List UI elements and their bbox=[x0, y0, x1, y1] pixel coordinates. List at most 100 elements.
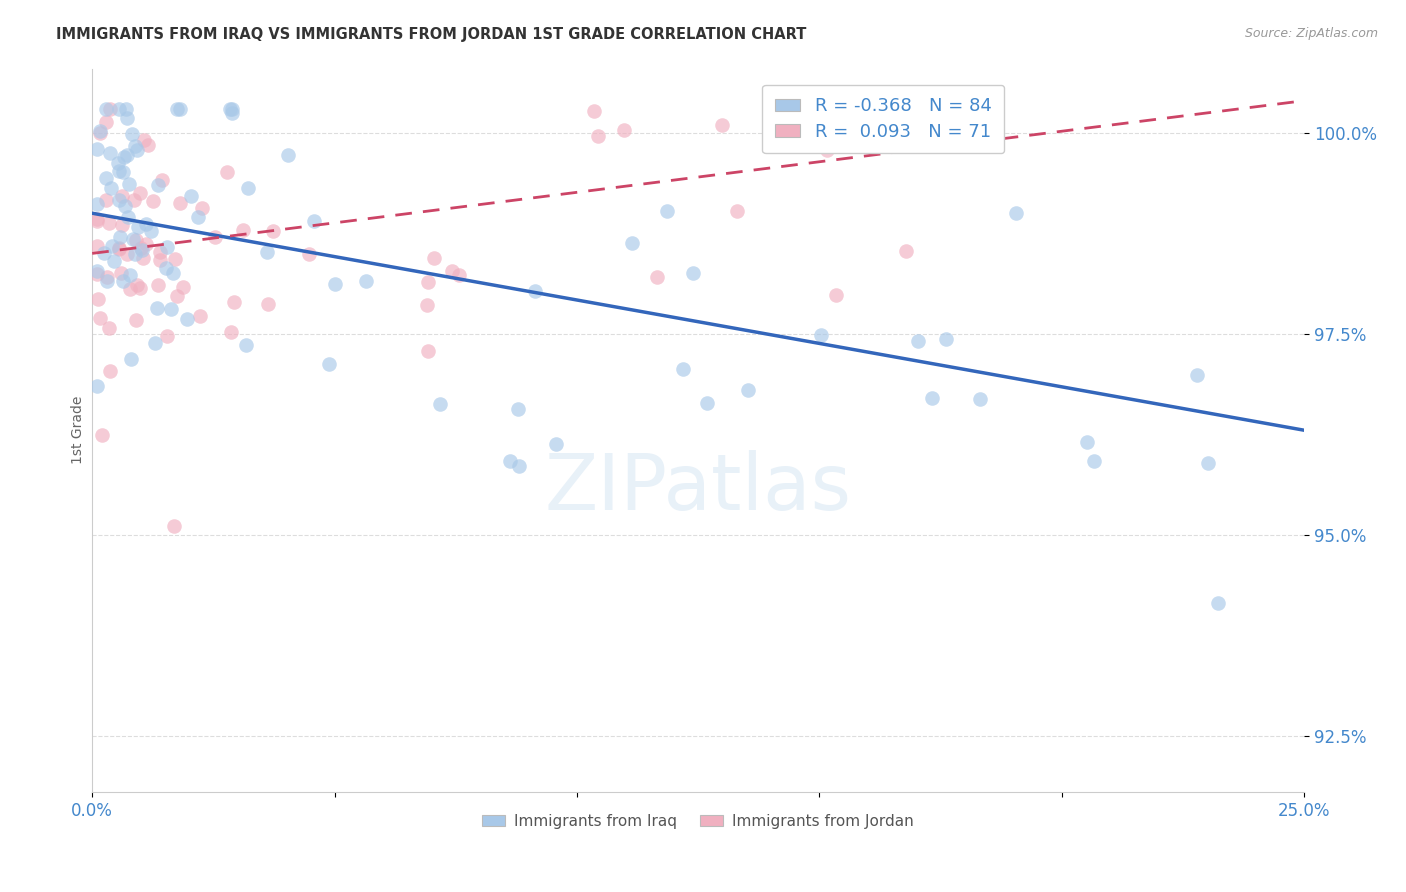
Point bbox=[256, 244, 278, 259]
Point bbox=[91, 427, 114, 442]
Point bbox=[121, 232, 143, 246]
Point bbox=[124, 138, 146, 153]
Point bbox=[107, 102, 129, 116]
Point bbox=[111, 189, 134, 203]
Point bbox=[86, 293, 108, 307]
Point bbox=[298, 247, 321, 261]
Point bbox=[98, 146, 121, 161]
Point bbox=[129, 186, 152, 200]
Point bbox=[149, 252, 172, 267]
Point bbox=[187, 210, 209, 224]
Point bbox=[418, 343, 440, 358]
Point bbox=[710, 118, 733, 132]
Point bbox=[190, 201, 212, 215]
Point bbox=[114, 199, 136, 213]
Point bbox=[219, 102, 242, 116]
Point bbox=[94, 170, 117, 185]
Point bbox=[235, 337, 257, 351]
Point bbox=[163, 519, 186, 533]
Point bbox=[166, 288, 188, 302]
Point bbox=[131, 251, 153, 265]
Point bbox=[108, 194, 131, 208]
Point bbox=[1004, 206, 1026, 220]
Point bbox=[125, 278, 148, 293]
Point bbox=[86, 378, 108, 392]
Point bbox=[544, 437, 567, 451]
Point bbox=[107, 156, 129, 170]
Point bbox=[935, 332, 957, 346]
Point bbox=[125, 313, 148, 327]
Legend: Immigrants from Iraq, Immigrants from Jordan: Immigrants from Iraq, Immigrants from Jo… bbox=[477, 808, 921, 835]
Point bbox=[100, 180, 122, 194]
Point bbox=[94, 102, 117, 116]
Point bbox=[98, 102, 121, 116]
Point bbox=[121, 127, 143, 141]
Point bbox=[96, 274, 118, 288]
Point bbox=[125, 234, 148, 248]
Point bbox=[115, 148, 138, 162]
Point bbox=[149, 244, 172, 259]
Point bbox=[156, 240, 179, 254]
Point bbox=[1197, 456, 1219, 470]
Point bbox=[143, 336, 166, 351]
Point bbox=[108, 230, 131, 244]
Text: IMMIGRANTS FROM IRAQ VS IMMIGRANTS FROM JORDAN 1ST GRADE CORRELATION CHART: IMMIGRANTS FROM IRAQ VS IMMIGRANTS FROM … bbox=[56, 27, 807, 42]
Point bbox=[969, 392, 991, 406]
Point bbox=[89, 126, 111, 140]
Point bbox=[94, 115, 117, 129]
Point bbox=[696, 396, 718, 410]
Point bbox=[127, 144, 149, 158]
Point bbox=[139, 224, 162, 238]
Point bbox=[145, 301, 167, 315]
Point bbox=[429, 397, 451, 411]
Point bbox=[97, 321, 120, 335]
Point bbox=[155, 260, 177, 275]
Point bbox=[156, 328, 179, 343]
Point bbox=[217, 164, 239, 178]
Point bbox=[583, 104, 606, 119]
Point bbox=[416, 275, 439, 289]
Point bbox=[440, 263, 463, 277]
Point bbox=[416, 298, 439, 312]
Point bbox=[89, 311, 111, 326]
Point bbox=[98, 364, 121, 378]
Point bbox=[236, 181, 259, 195]
Point bbox=[117, 211, 139, 225]
Point bbox=[111, 218, 134, 232]
Point bbox=[810, 328, 832, 343]
Point bbox=[135, 217, 157, 231]
Point bbox=[114, 102, 136, 116]
Point bbox=[129, 241, 152, 255]
Point bbox=[131, 243, 153, 257]
Point bbox=[907, 334, 929, 348]
Point bbox=[89, 124, 111, 138]
Point bbox=[824, 287, 846, 301]
Point bbox=[101, 238, 124, 252]
Point bbox=[94, 194, 117, 208]
Y-axis label: 1st Grade: 1st Grade bbox=[72, 396, 86, 465]
Point bbox=[112, 164, 135, 178]
Point bbox=[141, 194, 163, 208]
Point bbox=[447, 268, 470, 282]
Point bbox=[1208, 596, 1230, 610]
Point bbox=[120, 282, 142, 296]
Point bbox=[725, 203, 748, 218]
Point bbox=[135, 236, 157, 251]
Point bbox=[222, 295, 245, 310]
Point bbox=[97, 216, 120, 230]
Point bbox=[219, 325, 242, 339]
Point bbox=[620, 235, 643, 250]
Point bbox=[354, 274, 377, 288]
Point bbox=[96, 270, 118, 285]
Point bbox=[124, 247, 146, 261]
Text: Source: ZipAtlas.com: Source: ZipAtlas.com bbox=[1244, 27, 1378, 40]
Point bbox=[86, 196, 108, 211]
Point bbox=[107, 241, 129, 255]
Point bbox=[815, 144, 838, 158]
Point bbox=[586, 128, 609, 143]
Point bbox=[655, 203, 678, 218]
Point bbox=[894, 244, 917, 258]
Point bbox=[169, 102, 191, 116]
Point bbox=[112, 274, 135, 288]
Point bbox=[204, 230, 226, 244]
